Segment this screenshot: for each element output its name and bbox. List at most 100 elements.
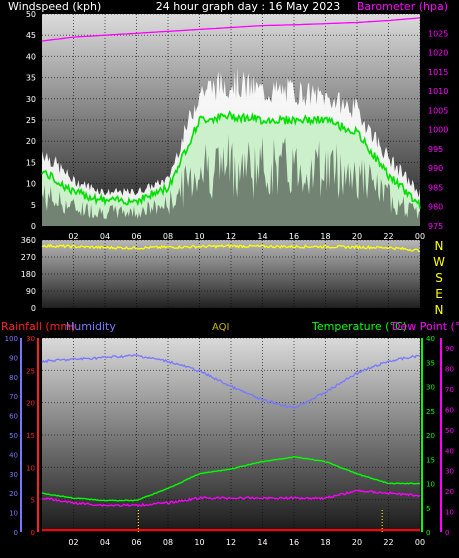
- direction-tick-label: 180: [21, 270, 36, 279]
- compass-e: E: [435, 287, 443, 301]
- x-tick-label: 10: [194, 538, 204, 547]
- humidity-axis-title: Humidity: [66, 320, 116, 333]
- x-tick-label: 18: [320, 538, 330, 547]
- dewpoint-axis-title: Dew Point (°C: [392, 320, 459, 333]
- wind-average-line: [41, 110, 421, 209]
- direction-axes: 0 90 180 270 360: [21, 236, 36, 313]
- x-tick-label: 02: [68, 538, 78, 547]
- barometer-tick-label: 1010: [428, 87, 448, 96]
- temperature-tick-label: 25: [426, 408, 435, 416]
- aqi-label: AQI: [212, 322, 230, 333]
- temperature-plot: [41, 353, 421, 532]
- x-tick-label: 16: [289, 232, 299, 241]
- x-tick-label: 08: [163, 232, 173, 241]
- humidity-tick-label: 100: [5, 335, 18, 343]
- temperature-grid: [42, 337, 421, 533]
- humidity-tick-label: 30: [9, 471, 18, 479]
- humidity-tick-label: 40: [9, 451, 18, 459]
- dewpoint-tick-label: 0: [445, 529, 449, 537]
- dewpoint-tick-label: 90: [445, 345, 454, 353]
- wind-tick-label: 5: [31, 201, 36, 210]
- rainfall-tick-label: 20: [26, 400, 35, 408]
- barometer-tick-label: 1005: [428, 106, 448, 115]
- barometer-tick-label: 1000: [428, 126, 448, 135]
- x-tick-label: 04: [100, 232, 110, 241]
- direction-tick-label: 90: [26, 287, 36, 296]
- graph-title: 24 hour graph day : 16 May 2023: [156, 0, 341, 13]
- dewpoint-tick-label: 20: [445, 488, 454, 496]
- x-tick-label: 14: [257, 538, 267, 547]
- x-tick-label: 14: [257, 232, 267, 241]
- dewpoint-tick-label: 50: [445, 427, 454, 435]
- barometer-tick-label: 975: [428, 222, 443, 231]
- humidity-tick-label: 0: [14, 529, 18, 537]
- compass-s: S: [435, 271, 443, 285]
- x-tick-label: 08: [163, 538, 173, 547]
- rainfall-tick-label: 5: [31, 497, 35, 505]
- wind-tick-label: 10: [26, 180, 36, 189]
- compass-w: W: [433, 255, 445, 269]
- temperature-tick-label: 0: [426, 529, 430, 537]
- x-tick-label: 20: [352, 232, 362, 241]
- rainfall-tick-label: 10: [26, 464, 35, 472]
- temperature-tick-label: 40: [426, 335, 435, 343]
- wind-direction-line: [41, 243, 421, 253]
- dewpoint-line: [41, 489, 421, 508]
- barometer-line: [41, 17, 421, 42]
- wind-tick-label: 0: [31, 222, 36, 231]
- x-tick-label: 18: [320, 232, 330, 241]
- temperature-tick-label: 5: [426, 505, 430, 513]
- direction-plot: [41, 243, 421, 253]
- humidity-tick-label: 10: [9, 510, 18, 518]
- wind-tick-label: 35: [26, 74, 36, 83]
- compass-n-top: N: [435, 239, 444, 253]
- humidity-tick-label: 70: [9, 393, 18, 401]
- humidity-line: [41, 353, 421, 410]
- x-tick-label: 04: [100, 538, 110, 547]
- wind-low-area: [42, 134, 420, 226]
- temperature-tick-label: 35: [426, 359, 435, 367]
- direction-tick-label: 0: [31, 304, 36, 313]
- barometer-tick-label: 1020: [428, 49, 448, 58]
- direction-tick-label: 270: [21, 253, 36, 262]
- rainfall-tick-label: 15: [26, 432, 35, 440]
- dewpoint-tick-label: 10: [445, 509, 454, 517]
- direction-tick-label: 360: [21, 236, 36, 245]
- barometer-tick-label: 1015: [428, 68, 448, 77]
- x-tick-label: 06: [131, 538, 141, 547]
- barometer-tick-label: 995: [428, 145, 443, 154]
- x-tick-label: 12: [226, 538, 236, 547]
- barometer-tick-label: 990: [428, 164, 443, 173]
- x-tick-label: 12: [226, 232, 236, 241]
- temperature-axes: 02 04 06 08 10 12 14 16 18 20 22 000102030405060708…: [5, 335, 454, 547]
- wind-plot: [41, 17, 421, 226]
- rainfall-tick-label: 25: [26, 367, 35, 375]
- x-tick-label: 00: [415, 232, 425, 241]
- rainfall-axis-title: Rainfall (mm): [1, 320, 75, 333]
- humidity-tick-label: 80: [9, 374, 18, 382]
- dewpoint-tick-label: 40: [445, 447, 454, 455]
- dewpoint-tick-label: 80: [445, 366, 454, 374]
- x-tick-label: 06: [131, 232, 141, 241]
- direction-grid: [42, 239, 421, 309]
- temperature-tick-label: 10: [426, 481, 435, 489]
- barometer-tick-label: 1025: [428, 29, 448, 38]
- x-tick-label: 16: [289, 538, 299, 547]
- wind-tick-label: 20: [26, 137, 36, 146]
- x-tick-label: 20: [352, 538, 362, 547]
- barometer-axis-title: Barometer (hpa): [357, 0, 448, 13]
- wind-tick-label: 15: [26, 158, 36, 167]
- x-tick-label: 22: [383, 232, 393, 241]
- rainfall-tick-label: 30: [26, 335, 35, 343]
- barometer-tick-label: 980: [428, 203, 443, 212]
- wind-tick-label: 40: [26, 52, 36, 61]
- temperature-axis-title: Temperature (°C): [311, 320, 407, 333]
- wind-tick-label: 45: [26, 31, 36, 40]
- temperature-tick-label: 15: [426, 456, 435, 464]
- x-tick-label: 22: [383, 538, 393, 547]
- humidity-tick-label: 20: [9, 490, 18, 498]
- wind-tick-label: 25: [26, 116, 36, 125]
- dewpoint-tick-label: 30: [445, 468, 454, 476]
